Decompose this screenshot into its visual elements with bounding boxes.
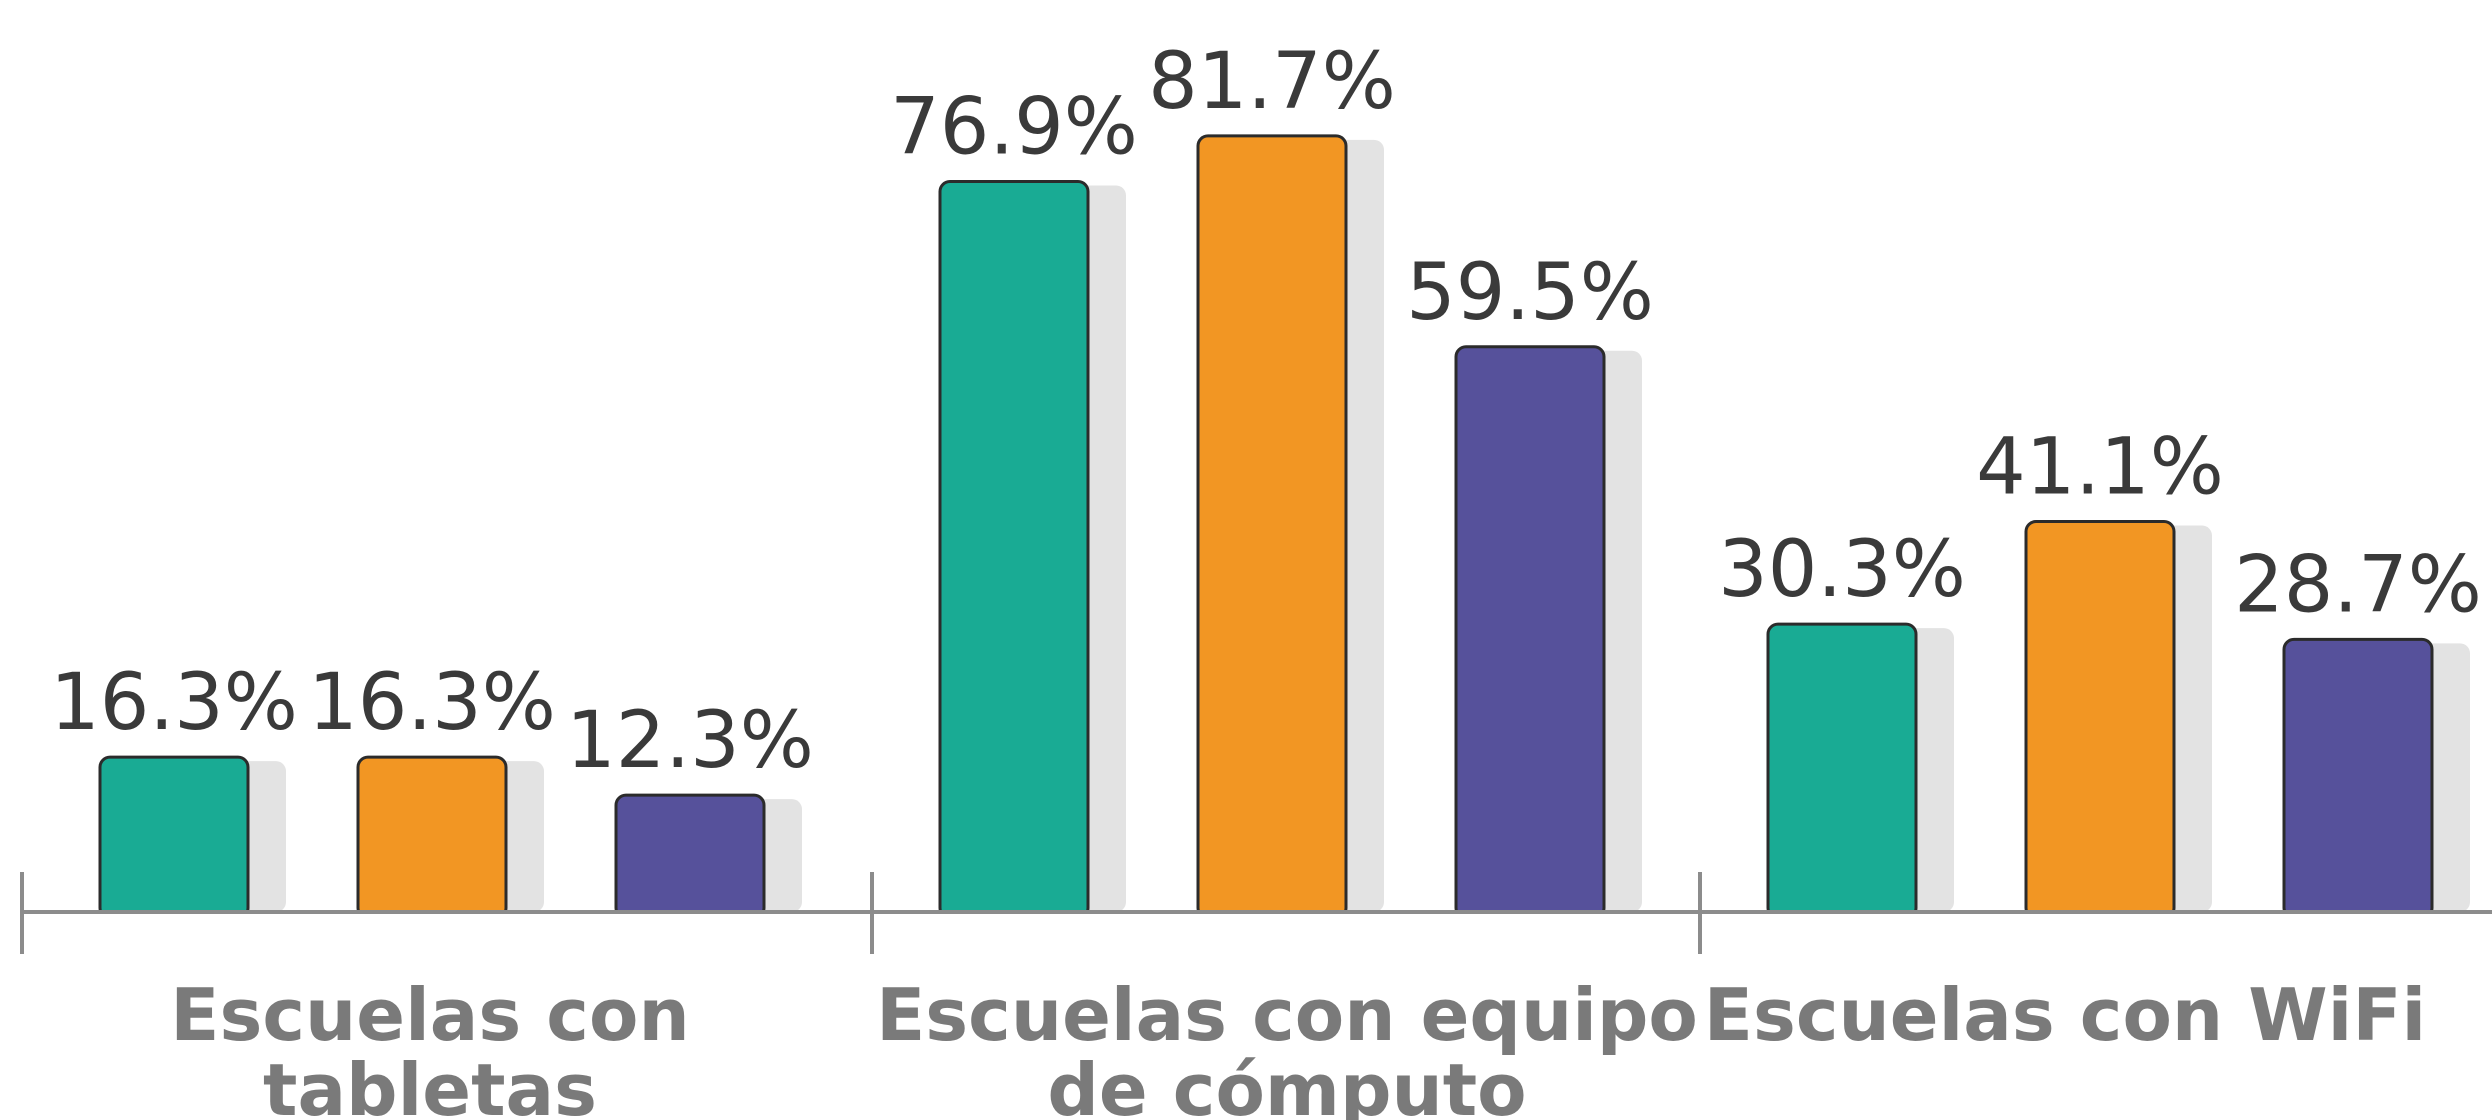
bar — [614, 793, 766, 920]
bar — [2024, 520, 2176, 920]
bar — [356, 755, 508, 920]
bar — [938, 179, 1090, 920]
value-label: 16.3% — [308, 658, 556, 748]
value-label: 41.1% — [1976, 423, 2224, 513]
value-label: 76.9% — [890, 82, 1138, 172]
bar — [1454, 345, 1606, 920]
value-label: 16.3% — [50, 658, 298, 748]
bar — [2282, 637, 2434, 920]
category-label: Escuelas con — [170, 973, 689, 1057]
value-label: 30.3% — [1718, 525, 1966, 615]
bars-layer — [98, 134, 2470, 920]
bar — [98, 755, 250, 920]
category-label: Escuelas con equipo — [876, 973, 1698, 1057]
category-label: de cómputo — [1047, 1048, 1526, 1120]
bar — [1196, 134, 1348, 920]
bar — [1766, 622, 1918, 920]
value-label: 59.5% — [1406, 248, 1654, 338]
axis-background — [0, 913, 2492, 943]
labels-layer: 16.3% 76.9% 30.3% 16.3% 81.7% 41.1% 12.3% 59.5%… — [50, 37, 2482, 1120]
x-axis — [0, 872, 2492, 954]
value-label: 81.7% — [1148, 37, 1396, 127]
value-label: 28.7% — [2234, 540, 2482, 630]
category-label: Escuelas con WiFi — [1704, 973, 2426, 1057]
category-label: tabletas — [263, 1048, 597, 1120]
value-label: 12.3% — [566, 696, 814, 786]
